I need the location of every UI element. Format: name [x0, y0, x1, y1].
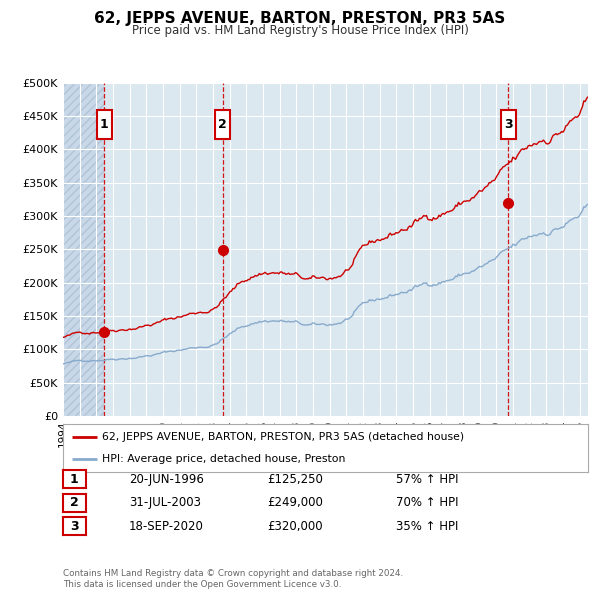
Text: 3: 3: [504, 118, 512, 131]
Text: Contains HM Land Registry data © Crown copyright and database right 2024.
This d: Contains HM Land Registry data © Crown c…: [63, 569, 403, 589]
FancyBboxPatch shape: [97, 110, 112, 139]
Text: Price paid vs. HM Land Registry's House Price Index (HPI): Price paid vs. HM Land Registry's House …: [131, 24, 469, 37]
Text: HPI: Average price, detached house, Preston: HPI: Average price, detached house, Pres…: [103, 454, 346, 464]
Text: 2: 2: [218, 118, 227, 131]
Text: 1: 1: [70, 473, 79, 486]
Text: 3: 3: [70, 520, 79, 533]
Text: 57% ↑ HPI: 57% ↑ HPI: [396, 473, 458, 486]
Text: 62, JEPPS AVENUE, BARTON, PRESTON, PR3 5AS (detached house): 62, JEPPS AVENUE, BARTON, PRESTON, PR3 5…: [103, 432, 464, 442]
Text: 2: 2: [70, 496, 79, 509]
Text: 31-JUL-2003: 31-JUL-2003: [129, 496, 201, 509]
FancyBboxPatch shape: [215, 110, 230, 139]
Text: 1: 1: [100, 118, 109, 131]
Text: £320,000: £320,000: [267, 520, 323, 533]
Text: 18-SEP-2020: 18-SEP-2020: [129, 520, 204, 533]
Text: £125,250: £125,250: [267, 473, 323, 486]
FancyBboxPatch shape: [63, 83, 104, 416]
Text: £249,000: £249,000: [267, 496, 323, 509]
Text: 70% ↑ HPI: 70% ↑ HPI: [396, 496, 458, 509]
Text: 20-JUN-1996: 20-JUN-1996: [129, 473, 204, 486]
Text: 62, JEPPS AVENUE, BARTON, PRESTON, PR3 5AS: 62, JEPPS AVENUE, BARTON, PRESTON, PR3 5…: [94, 11, 506, 25]
Text: 35% ↑ HPI: 35% ↑ HPI: [396, 520, 458, 533]
FancyBboxPatch shape: [501, 110, 516, 139]
